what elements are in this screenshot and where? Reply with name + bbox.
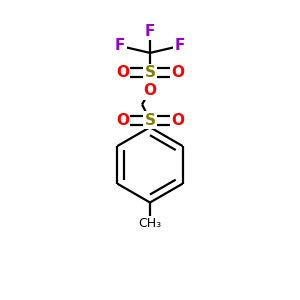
Text: O: O — [116, 65, 129, 80]
Text: F: F — [115, 38, 125, 53]
Text: O: O — [143, 83, 157, 98]
Text: S: S — [145, 65, 155, 80]
Text: O: O — [171, 65, 184, 80]
Text: O: O — [116, 113, 129, 128]
Text: O: O — [171, 113, 184, 128]
Text: F: F — [175, 38, 185, 53]
Text: S: S — [145, 113, 155, 128]
Text: CH₃: CH₃ — [138, 217, 162, 230]
Text: F: F — [145, 24, 155, 39]
